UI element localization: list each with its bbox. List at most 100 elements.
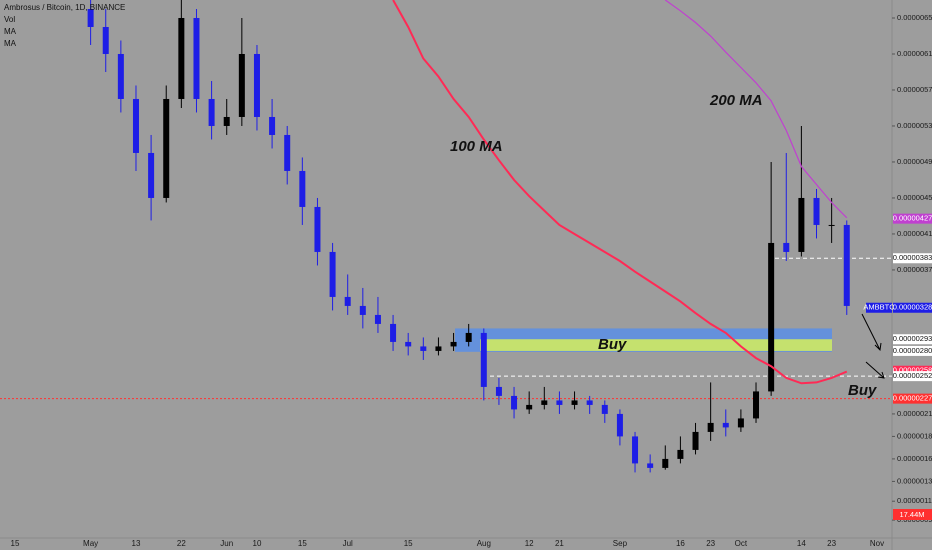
candle-body	[495, 386, 502, 396]
candle-body	[692, 431, 699, 450]
candle-body	[707, 422, 714, 432]
price-tag	[893, 213, 932, 224]
candle-body	[526, 404, 533, 410]
volume-label: 17.44M	[899, 510, 924, 519]
price-tag	[893, 334, 932, 345]
x-tick-label: Oct	[735, 539, 748, 548]
price-tag-label: 0.00000258	[893, 366, 932, 375]
price-tag	[893, 365, 932, 376]
candle-body	[813, 197, 820, 225]
x-tick-label: 15	[404, 539, 413, 548]
candle-body	[480, 332, 487, 387]
candle-body	[465, 332, 472, 342]
candle-body	[843, 224, 850, 306]
candle-body	[344, 296, 351, 306]
price-tag	[893, 393, 932, 404]
volume-tag	[893, 509, 932, 520]
candle-body	[768, 242, 775, 392]
candle-body	[586, 400, 593, 405]
x-tick-label: 16	[676, 539, 685, 548]
price-tag-label: 0.00000383	[893, 253, 932, 262]
arrows	[861, 313, 885, 379]
price-tag-label: 0.00000227	[893, 394, 932, 403]
annotation: 200 MA	[709, 92, 763, 109]
x-tick-label: 22	[177, 539, 186, 548]
candle-body	[405, 341, 412, 347]
candle-body	[148, 152, 155, 198]
price-tag-label: 0.00000280	[893, 346, 932, 355]
arrow	[865, 361, 885, 379]
legend-entry: MA	[4, 39, 17, 48]
x-tick-label: Aug	[477, 539, 491, 548]
symbol-tag	[866, 302, 892, 313]
candle-body	[798, 197, 805, 252]
candle-body	[163, 98, 170, 198]
x-tick-label: 15	[298, 539, 307, 548]
legend-entry: MA	[4, 27, 17, 36]
candle-body	[284, 134, 291, 171]
x-tick-label: 14	[797, 539, 806, 548]
x-tick-label: 10	[253, 539, 262, 548]
x-tick-label: 23	[706, 539, 715, 548]
x-tick-label: Jun	[220, 539, 233, 548]
x-tick-label: 15	[11, 539, 20, 548]
legend-entry: Vol	[4, 15, 15, 24]
candle-body	[208, 98, 215, 126]
candle-body	[329, 251, 336, 297]
price-tag	[893, 345, 932, 356]
candle-body	[223, 116, 230, 126]
x-tick-label: May	[83, 539, 98, 548]
price-tag	[893, 371, 932, 382]
candle-body	[571, 400, 578, 405]
candle-body	[238, 53, 245, 117]
x-tick-label: 21	[555, 539, 564, 548]
candle-body	[632, 436, 639, 464]
candle-body	[178, 17, 185, 99]
price-tag-label: 0.00000293	[893, 334, 932, 343]
chart-title: Ambrosus / Bitcoin, 1D, BINANCE	[4, 3, 125, 12]
candle-body	[556, 400, 563, 405]
price-tag	[893, 302, 932, 313]
annotation: Buy	[848, 382, 877, 399]
candle-body	[374, 314, 381, 324]
x-tick-label: 23	[827, 539, 836, 548]
candle-body	[601, 404, 608, 414]
candle-body	[102, 26, 109, 54]
candle-body	[193, 17, 200, 99]
candle-body	[677, 449, 684, 459]
candle-body	[511, 395, 518, 410]
candle-body	[253, 53, 260, 117]
candle-body	[753, 391, 760, 419]
candle-body	[269, 116, 276, 135]
candle-body	[132, 98, 139, 153]
x-tick-label: Sep	[613, 539, 628, 548]
zone	[480, 339, 832, 351]
arrow	[861, 313, 882, 352]
candle-body	[722, 422, 729, 428]
candle-body	[450, 341, 457, 347]
x-tick-label: 13	[132, 539, 141, 548]
ma-line	[664, 0, 848, 219]
candle-body	[541, 400, 548, 405]
candle-body	[299, 170, 306, 207]
candle-body	[783, 242, 790, 252]
candle-body	[435, 346, 442, 351]
candle-body	[828, 224, 835, 226]
price-tag	[893, 253, 932, 264]
y-tick-label: 0.00000113	[897, 496, 932, 505]
candle-body	[662, 458, 669, 468]
candle-body	[87, 8, 94, 27]
x-tick-label: Jul	[343, 539, 353, 548]
x-tick-label: Nov	[870, 539, 884, 548]
